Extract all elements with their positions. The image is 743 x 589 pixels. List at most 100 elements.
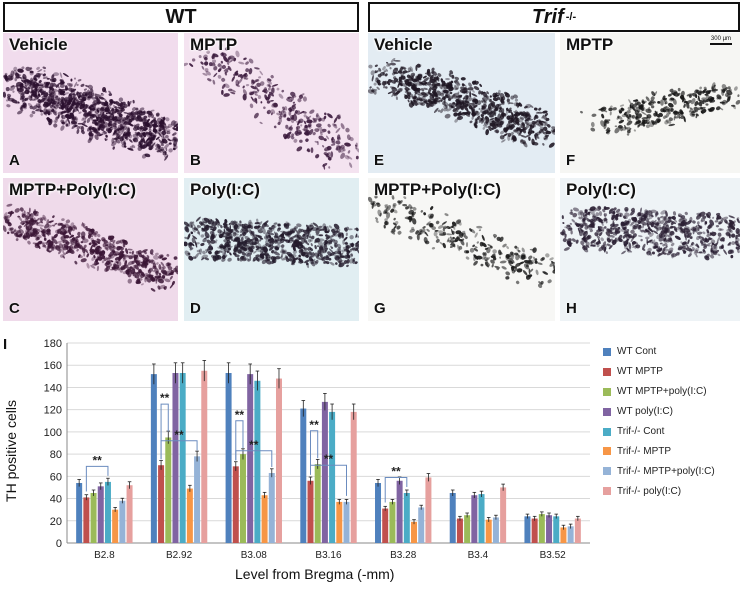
stained-cell: [226, 228, 230, 232]
stained-cell: [259, 70, 263, 76]
stained-cell: [250, 96, 254, 100]
stained-cell: [665, 119, 672, 124]
stained-cell: [76, 128, 80, 135]
stained-cell: [443, 104, 449, 110]
stained-cell: [137, 263, 142, 267]
stained-cell: [465, 95, 472, 99]
y-tick-label: 0: [56, 538, 62, 550]
stained-cell: [29, 213, 34, 220]
stained-cell: [223, 93, 230, 97]
stained-cell: [53, 123, 58, 128]
stained-cell: [529, 261, 534, 265]
stained-cell: [210, 234, 216, 239]
stained-cell: [406, 74, 411, 79]
stained-cell: [532, 122, 535, 126]
stained-cell: [165, 117, 170, 122]
stained-cell: [41, 83, 47, 88]
stained-cell: [280, 233, 284, 237]
stained-cell: [623, 111, 627, 116]
stained-cell: [89, 106, 96, 111]
stained-cell: [390, 79, 396, 84]
stained-cell: [68, 94, 73, 100]
stained-cell: [547, 279, 552, 284]
stained-cell: [489, 114, 494, 118]
stained-cell: [70, 88, 77, 93]
stained-cell: [631, 114, 635, 119]
bar: [83, 497, 90, 543]
stained-cell: [231, 76, 235, 82]
stained-cell: [268, 84, 272, 88]
stained-cell: [696, 213, 701, 218]
stained-cell: [688, 235, 693, 239]
stained-cell: [14, 77, 18, 82]
stained-cell: [654, 118, 661, 124]
stained-cell: [145, 275, 151, 280]
stained-cell: [669, 231, 675, 236]
stained-cell: [22, 73, 27, 80]
stained-cell: [146, 110, 153, 116]
stained-cell: [102, 238, 106, 241]
stained-cell: [273, 235, 279, 238]
stained-cell: [646, 122, 650, 125]
legend-label: WT MPTP+poly(I:C): [617, 386, 707, 398]
stained-cell: [243, 57, 247, 61]
stained-cell: [338, 234, 342, 238]
stained-cell: [223, 56, 228, 63]
stained-cell: [100, 92, 103, 95]
stained-cell: [238, 245, 243, 250]
stained-cell: [658, 236, 665, 242]
stained-cell: [33, 210, 37, 215]
stained-cell: [404, 94, 408, 100]
scale-bar-label: 300 µm: [710, 36, 732, 42]
stained-cell: [62, 93, 66, 96]
stained-cell: [218, 233, 223, 238]
stained-cell: [299, 246, 304, 250]
stained-cell: [625, 225, 627, 228]
stained-cell: [297, 255, 301, 260]
stained-cell: [200, 61, 204, 65]
stained-cell: [245, 68, 250, 73]
stained-cell: [52, 72, 60, 77]
stained-cell: [254, 222, 260, 225]
stained-cell: [228, 59, 234, 63]
bar: [275, 378, 282, 543]
stained-cell: [32, 105, 38, 110]
stained-cell: [480, 113, 485, 118]
stained-cell: [384, 204, 389, 207]
stained-cell: [688, 110, 692, 113]
stained-cell: [128, 131, 131, 138]
stained-cell: [127, 100, 132, 107]
stained-cell: [104, 267, 109, 273]
stained-cell: [307, 227, 312, 233]
stained-cell: [111, 140, 117, 147]
bar: [553, 516, 560, 543]
stained-cell: [491, 120, 496, 125]
stained-cell: [312, 120, 317, 123]
bar: [119, 500, 126, 543]
stained-cell: [57, 228, 62, 234]
stained-cell: [273, 251, 280, 256]
stained-cell: [271, 112, 273, 116]
stained-cell: [696, 213, 702, 220]
stained-cell: [463, 111, 466, 116]
stained-cell: [37, 105, 41, 108]
stained-cell: [120, 141, 126, 146]
stained-cell: [253, 112, 259, 119]
stained-cell: [458, 232, 462, 237]
stained-cell: [172, 137, 177, 141]
stained-cell: [640, 104, 644, 108]
bar: [464, 515, 471, 543]
stained-cell: [446, 94, 451, 99]
stained-cell: [472, 244, 475, 248]
stained-cell: [108, 93, 113, 97]
stained-cell: [80, 231, 86, 238]
stained-cell: [286, 230, 293, 236]
stained-cell: [118, 113, 123, 118]
stained-cell: [570, 209, 573, 212]
stained-cell: [287, 125, 293, 130]
panel-title: Poly(I:C): [190, 180, 260, 199]
stained-cell: [481, 242, 487, 248]
y-tick-label: 100: [44, 427, 62, 439]
stained-cell: [392, 204, 396, 209]
stained-cell: [227, 230, 233, 236]
